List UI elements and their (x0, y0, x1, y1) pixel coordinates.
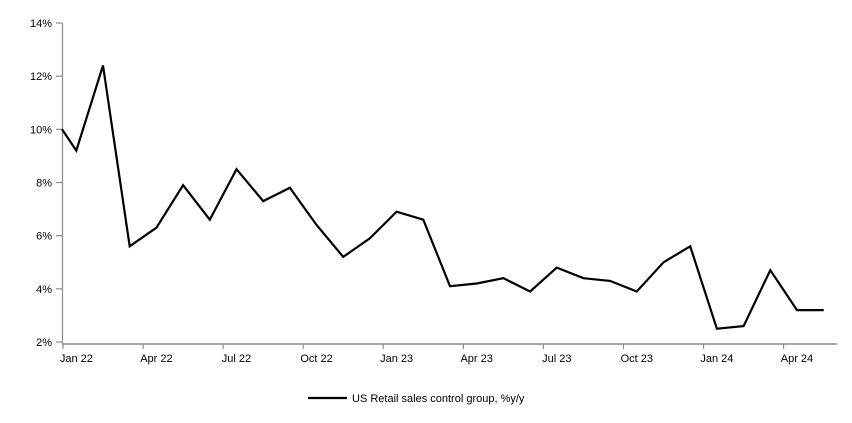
x-axis-tick-label: Apr 22 (140, 353, 172, 365)
y-axis-tick-label: 2% (36, 337, 52, 349)
x-axis-tick-label: Apr 23 (460, 353, 492, 365)
y-axis-tick-label: 14% (30, 18, 52, 30)
x-axis-tick-label: Jul 23 (542, 353, 571, 365)
x-axis-tick-label: Oct 22 (300, 353, 332, 365)
axes-group (56, 22, 837, 349)
legend-label: US Retail sales control group, %y/y (352, 393, 525, 405)
x-axis-labels-group: Jan 22 Apr 22 Jul 22 Oct 22 Jan 23 Apr 23 Jul … (60, 353, 813, 365)
y-axis-tick-label: 10% (30, 124, 52, 136)
x-axis-tick-label: Jan 24 (700, 353, 733, 365)
y-axis-tick-label: 8% (36, 178, 52, 190)
y-axis-tick-label: 4% (36, 284, 52, 296)
x-axis-tick-label: Jul 22 (222, 353, 251, 365)
y-axis-labels-group: 2% 4% 6% 8% 10% 12% 14% (30, 18, 52, 349)
y-axis-tick-label: 12% (30, 71, 52, 83)
chart-legend: US Retail sales control group, %y/y (308, 393, 525, 405)
series-line-us-retail-control-group (61, 65, 824, 330)
x-axis-tick-label: Oct 23 (621, 353, 653, 365)
y-axis-tick-label: 6% (36, 231, 52, 243)
x-axis-tick-label: Apr 24 (781, 353, 813, 365)
x-axis-tick-label: Jan 22 (60, 353, 93, 365)
x-axis-tick-label: Jan 23 (380, 353, 413, 365)
